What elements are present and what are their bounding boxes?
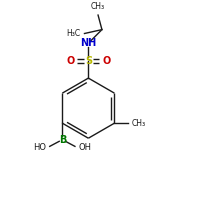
Text: OH: OH bbox=[79, 143, 92, 152]
Text: CH₃: CH₃ bbox=[132, 119, 146, 128]
Text: B: B bbox=[59, 135, 66, 145]
Text: O: O bbox=[102, 56, 111, 66]
Text: H₃C: H₃C bbox=[66, 29, 81, 38]
Text: NH: NH bbox=[80, 38, 96, 48]
Text: S: S bbox=[85, 56, 92, 66]
Text: CH₃: CH₃ bbox=[91, 2, 105, 11]
Text: O: O bbox=[66, 56, 74, 66]
Text: HO: HO bbox=[33, 143, 46, 152]
